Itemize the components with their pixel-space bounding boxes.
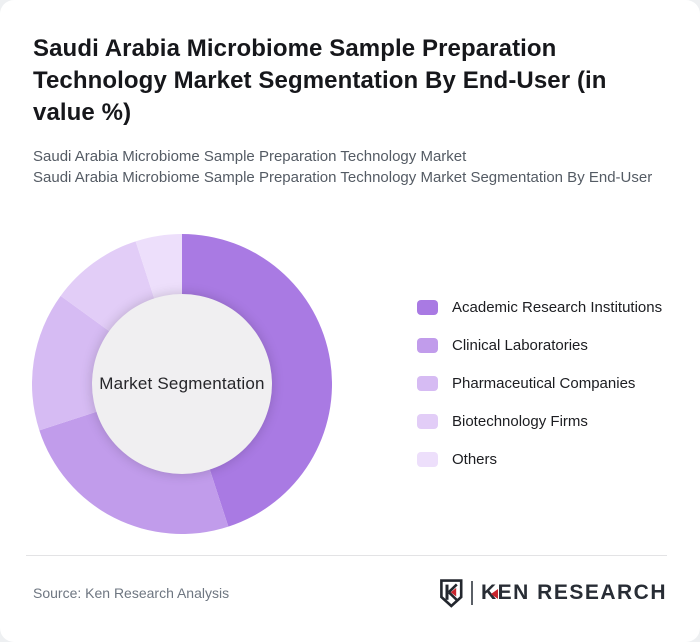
legend-swatch: [417, 451, 438, 467]
source-note: Source: Ken Research Analysis: [33, 585, 230, 601]
ken-research-shield-icon: [439, 578, 464, 608]
footer: Source: Ken Research Analysis K EN RESEAR…: [33, 577, 667, 609]
subtitle-line-2: Saudi Arabia Microbiome Sample Preparati…: [33, 169, 653, 186]
legend-item[interactable]: Biotechnology Firms: [417, 411, 662, 431]
legend-item[interactable]: Pharmaceutical Companies: [417, 373, 662, 393]
legend-swatch: [417, 299, 438, 315]
legend-item[interactable]: Clinical Laboratories: [417, 335, 662, 355]
logo-wordmark: K EN RESEARCH: [480, 581, 667, 604]
legend: Academic Research Institutions Clinical L…: [417, 297, 662, 469]
chart-subtitles: Saudi Arabia Microbiome Sample Preparati…: [33, 146, 652, 188]
legend-label: Pharmaceutical Companies: [452, 374, 636, 392]
legend-swatch: [417, 375, 438, 391]
page-title: Saudi Arabia Microbiome Sample Preparati…: [33, 35, 607, 126]
legend-label: Clinical Laboratories: [452, 336, 588, 354]
legend-label: Others: [452, 450, 498, 468]
donut-center-label: Market Segmentation: [99, 374, 265, 393]
donut-chart: Market Segmentation: [32, 234, 332, 534]
ken-research-logo: K EN RESEARCH: [439, 578, 667, 608]
legend-item[interactable]: Others: [417, 449, 662, 469]
subtitle-line-1: Saudi Arabia Microbiome Sample Preparati…: [33, 148, 467, 165]
logo-k-triangle: [490, 589, 498, 600]
legend-label: Academic Research Institutions: [452, 298, 663, 316]
legend-swatch: [417, 337, 438, 353]
legend-item[interactable]: Academic Research Institutions: [417, 297, 662, 317]
footer-divider: [26, 555, 667, 556]
logo-separator: [470, 581, 473, 605]
legend-swatch: [417, 413, 438, 429]
legend-label: Biotechnology Firms: [452, 412, 588, 430]
donut-hole: Market Segmentation: [92, 294, 272, 474]
